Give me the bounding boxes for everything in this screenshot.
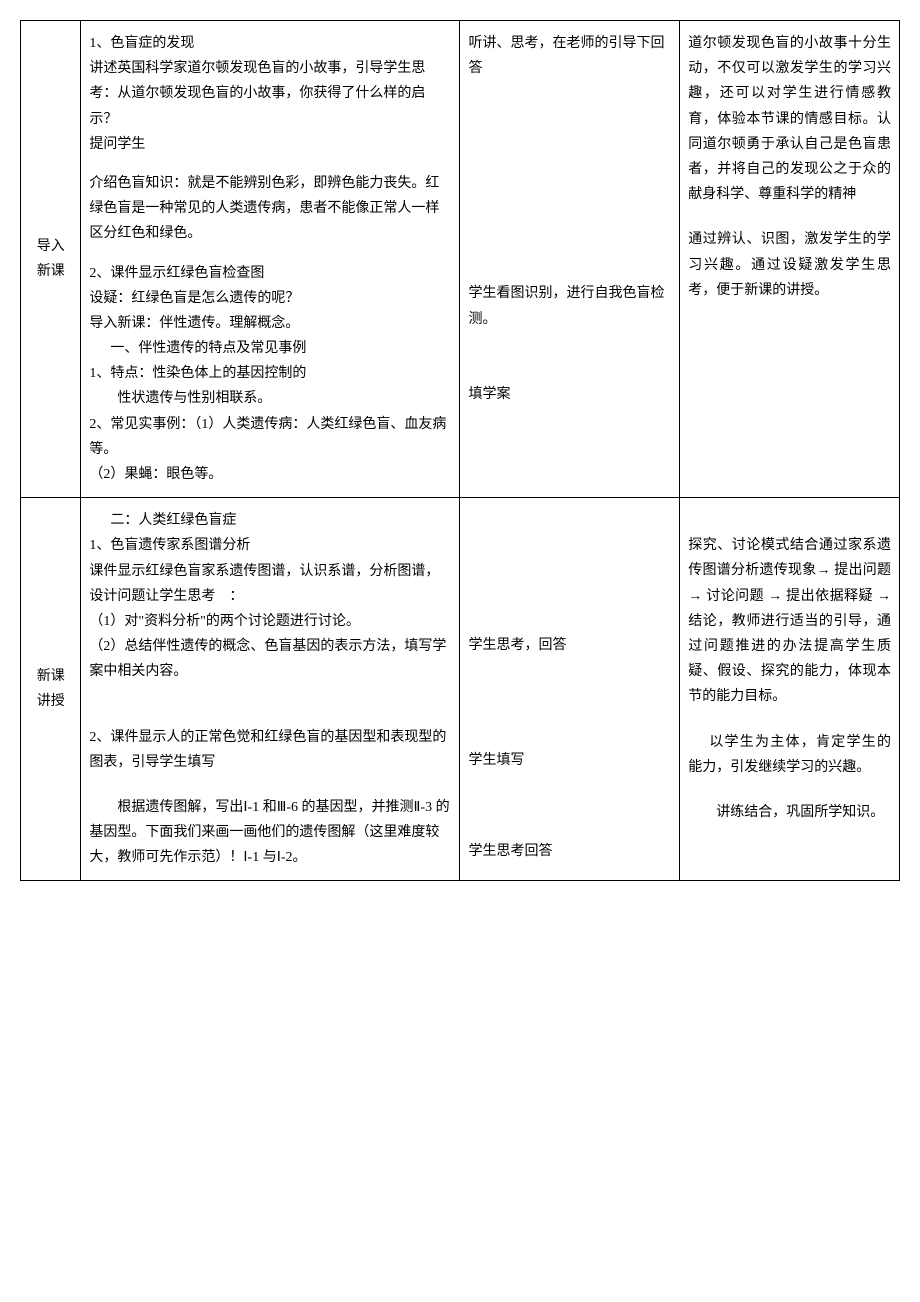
stage-label-cell: 新课 讲授 bbox=[21, 498, 81, 881]
text: 听讲、思考，在老师的引导下回答 bbox=[468, 31, 671, 81]
text: （1）对"资料分析"的两个讨论题进行讨论。 bbox=[89, 609, 451, 634]
para: 2、课件显示人的正常色觉和红绿色盲的基因型和表现型的图表，引导学生填写 bbox=[89, 725, 451, 775]
teacher-activity-cell: 二：人类红绿色盲症 1、色盲遗传家系图谱分析 课件显示红绿色盲家系遗传图谱，认识… bbox=[81, 498, 460, 881]
table-row: 导入 新课 1、色盲症的发现 讲述英国科学家道尔顿发现色盲的小故事，引导学生思考… bbox=[21, 21, 900, 498]
para: 二：人类红绿色盲症 1、色盲遗传家系图谱分析 课件显示红绿色盲家系遗传图谱，认识… bbox=[89, 508, 451, 684]
lesson-plan-table: 导入 新课 1、色盲症的发现 讲述英国科学家道尔顿发现色盲的小故事，引导学生思考… bbox=[20, 20, 900, 881]
text: 设疑：红绿色盲是怎么遗传的呢？ bbox=[89, 286, 451, 311]
stage-label-cell: 导入 新课 bbox=[21, 21, 81, 498]
para: 1、色盲症的发现 讲述英国科学家道尔顿发现色盲的小故事，引导学生思考：从道尔顿发… bbox=[89, 31, 451, 157]
text: 学生思考回答 bbox=[468, 839, 671, 864]
text: 介绍色盲知识：就是不能辨别色彩，即辨色能力丧失。红绿色盲是一种常见的人类遗传病，… bbox=[89, 171, 451, 247]
text: 学生看图识别，进行自我色盲检测。 bbox=[468, 281, 671, 331]
text: 提问学生 bbox=[89, 132, 451, 157]
text: 1、色盲症的发现 bbox=[89, 31, 451, 56]
design-intent-cell: 探究、讨论模式结合通过家系遗传图谱分析遗传现象→ 提出问题 → 讨论问题 → 提… bbox=[680, 498, 900, 881]
text: 性状遗传与性别相联系。 bbox=[89, 386, 451, 411]
student-activity-cell: 听讲、思考，在老师的引导下回答 学生看图识别，进行自我色盲检测。 填学案 bbox=[460, 21, 680, 498]
text: 学生思考，回答 bbox=[468, 633, 671, 658]
text: 探究、讨论模式结合通过家系遗传图谱分析遗传现象→ 提出问题 → 讨论问题 → 提… bbox=[688, 533, 891, 709]
text: 讲练结合，巩固所学知识。 bbox=[688, 800, 891, 825]
text: 2、课件显示人的正常色觉和红绿色盲的基因型和表现型的图表，引导学生填写 bbox=[89, 725, 451, 775]
text: 填学案 bbox=[468, 382, 671, 407]
para: 2、课件显示红绿色盲检查图 设疑：红绿色盲是怎么遗传的呢？ 导入新课：伴性遗传。… bbox=[89, 261, 451, 488]
teacher-activity-cell: 1、色盲症的发现 讲述英国科学家道尔顿发现色盲的小故事，引导学生思考：从道尔顿发… bbox=[81, 21, 460, 498]
text: 通过辨认、识图，激发学生的学习兴趣。通过设疑激发学生思考，便于新课的讲授。 bbox=[688, 227, 891, 303]
table-row: 新课 讲授 二：人类红绿色盲症 1、色盲遗传家系图谱分析 课件显示红绿色盲家系遗… bbox=[21, 498, 900, 881]
text: 2、课件显示红绿色盲检查图 bbox=[89, 261, 451, 286]
lesson-plan-page: 导入 新课 1、色盲症的发现 讲述英国科学家道尔顿发现色盲的小故事，引导学生思考… bbox=[20, 20, 900, 881]
text: 道尔顿发现色盲的小故事十分生动，不仅可以激发学生的学习兴趣，还可以对学生进行情感… bbox=[688, 31, 891, 207]
student-activity-cell: 学生思考，回答 学生填写 学生思考回答 bbox=[460, 498, 680, 881]
text: 导入新课：伴性遗传。理解概念。 bbox=[89, 311, 451, 336]
text: 根据遗传图解，写出Ⅰ-1 和Ⅲ-6 的基因型，并推测Ⅱ-3 的基因型。下面我们来… bbox=[89, 800, 449, 865]
text: 讲述英国科学家道尔顿发现色盲的小故事，引导学生思考：从道尔顿发现色盲的小故事，你… bbox=[89, 56, 451, 132]
para: 根据遗传图解，写出Ⅰ-1 和Ⅲ-6 的基因型，并推测Ⅱ-3 的基因型。下面我们来… bbox=[89, 795, 451, 871]
text: 以学生为主体，肯定学生的能力，引发继续学习的兴趣。 bbox=[688, 730, 891, 780]
text: 学生填写 bbox=[468, 748, 671, 773]
text: （2）果蝇：眼色等。 bbox=[89, 462, 451, 487]
stage-label-line: 导入 bbox=[29, 234, 72, 259]
text: 课件显示红绿色盲家系遗传图谱，认识系谱，分析图谱，设计问题让学生思考 ： bbox=[89, 559, 451, 609]
design-intent-cell: 道尔顿发现色盲的小故事十分生动，不仅可以激发学生的学习兴趣，还可以对学生进行情感… bbox=[680, 21, 900, 498]
section-heading: 一、伴性遗传的特点及常见事例 bbox=[89, 336, 451, 361]
text: 2、常见实事例：（1）人类遗传病：人类红绿色盲、血友病等。 bbox=[89, 412, 451, 462]
text: 1、特点：性染色体上的基因控制的 bbox=[89, 361, 451, 386]
text: （2）总结伴性遗传的概念、色盲基因的表示方法，填写学案中相关内容。 bbox=[89, 634, 451, 684]
para: 介绍色盲知识：就是不能辨别色彩，即辨色能力丧失。红绿色盲是一种常见的人类遗传病，… bbox=[89, 171, 451, 247]
text: 1、色盲遗传家系图谱分析 bbox=[89, 533, 451, 558]
stage-label-line: 讲授 bbox=[29, 689, 72, 714]
stage-label-line: 新课 bbox=[29, 664, 72, 689]
stage-label-line: 新课 bbox=[29, 259, 72, 284]
section-heading: 二：人类红绿色盲症 bbox=[89, 508, 451, 533]
